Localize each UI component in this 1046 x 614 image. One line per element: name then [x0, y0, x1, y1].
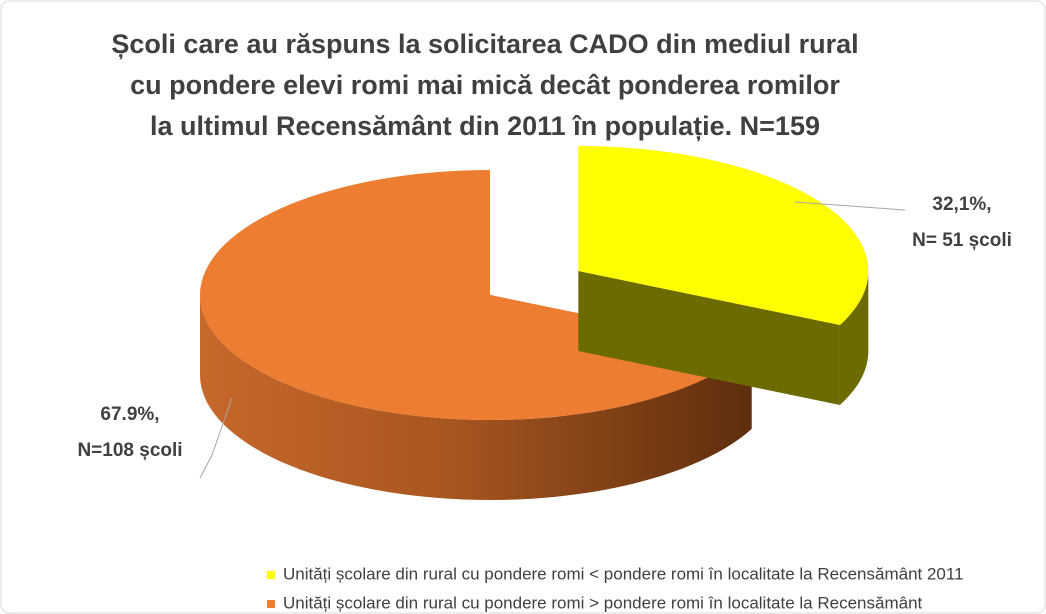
legend-swatch — [267, 571, 275, 579]
slice-side — [200, 295, 752, 500]
legend-label: Unități școlare din rural cu pondere rom… — [283, 593, 923, 612]
data-label: N= 51 școli — [912, 230, 1012, 251]
chart-title: Școli care au răspuns la solicitarea CAD… — [111, 29, 858, 59]
slice — [578, 146, 869, 325]
leader-line — [794, 201, 906, 211]
slice-side — [578, 271, 840, 405]
legend-swatch — [267, 600, 275, 608]
data-label: 32,1%, — [932, 194, 991, 215]
legend-label: Unități școlare din rural cu pondere rom… — [283, 564, 964, 583]
slice-side — [839, 271, 869, 405]
chart-title: cu pondere elevi romi mai mică decât pon… — [130, 70, 840, 100]
chart-title: la ultimul Recensământ din 2011 în popul… — [150, 111, 820, 141]
data-label: 67.9%, — [100, 404, 159, 425]
leader-line — [199, 397, 233, 479]
data-label: N=108 școli — [77, 440, 182, 461]
